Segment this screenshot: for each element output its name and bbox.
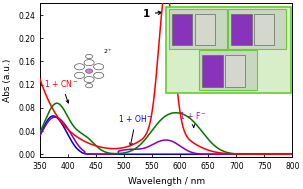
Text: 1: 1 bbox=[142, 9, 161, 19]
Circle shape bbox=[85, 84, 93, 88]
Circle shape bbox=[84, 60, 94, 66]
FancyBboxPatch shape bbox=[199, 50, 257, 90]
Circle shape bbox=[84, 77, 94, 83]
FancyBboxPatch shape bbox=[166, 7, 291, 93]
X-axis label: Wavelength / nm: Wavelength / nm bbox=[128, 177, 205, 186]
Circle shape bbox=[85, 69, 93, 73]
Text: 1 + OH$^-$: 1 + OH$^-$ bbox=[118, 113, 153, 146]
Circle shape bbox=[75, 72, 85, 78]
Text: $2^+$: $2^+$ bbox=[103, 47, 113, 56]
FancyBboxPatch shape bbox=[202, 55, 223, 87]
Circle shape bbox=[75, 64, 85, 70]
FancyBboxPatch shape bbox=[225, 55, 245, 87]
Circle shape bbox=[85, 54, 93, 59]
Circle shape bbox=[94, 72, 104, 78]
Text: 1 + CN$^-$: 1 + CN$^-$ bbox=[44, 78, 78, 103]
FancyBboxPatch shape bbox=[228, 9, 286, 49]
FancyBboxPatch shape bbox=[254, 14, 274, 45]
Circle shape bbox=[94, 64, 104, 70]
FancyBboxPatch shape bbox=[231, 14, 252, 45]
FancyBboxPatch shape bbox=[172, 14, 192, 45]
FancyBboxPatch shape bbox=[195, 14, 215, 45]
FancyBboxPatch shape bbox=[168, 9, 227, 49]
Y-axis label: Abs (a.u.): Abs (a.u.) bbox=[3, 59, 12, 102]
Text: 1 + F$^-$: 1 + F$^-$ bbox=[179, 110, 207, 127]
